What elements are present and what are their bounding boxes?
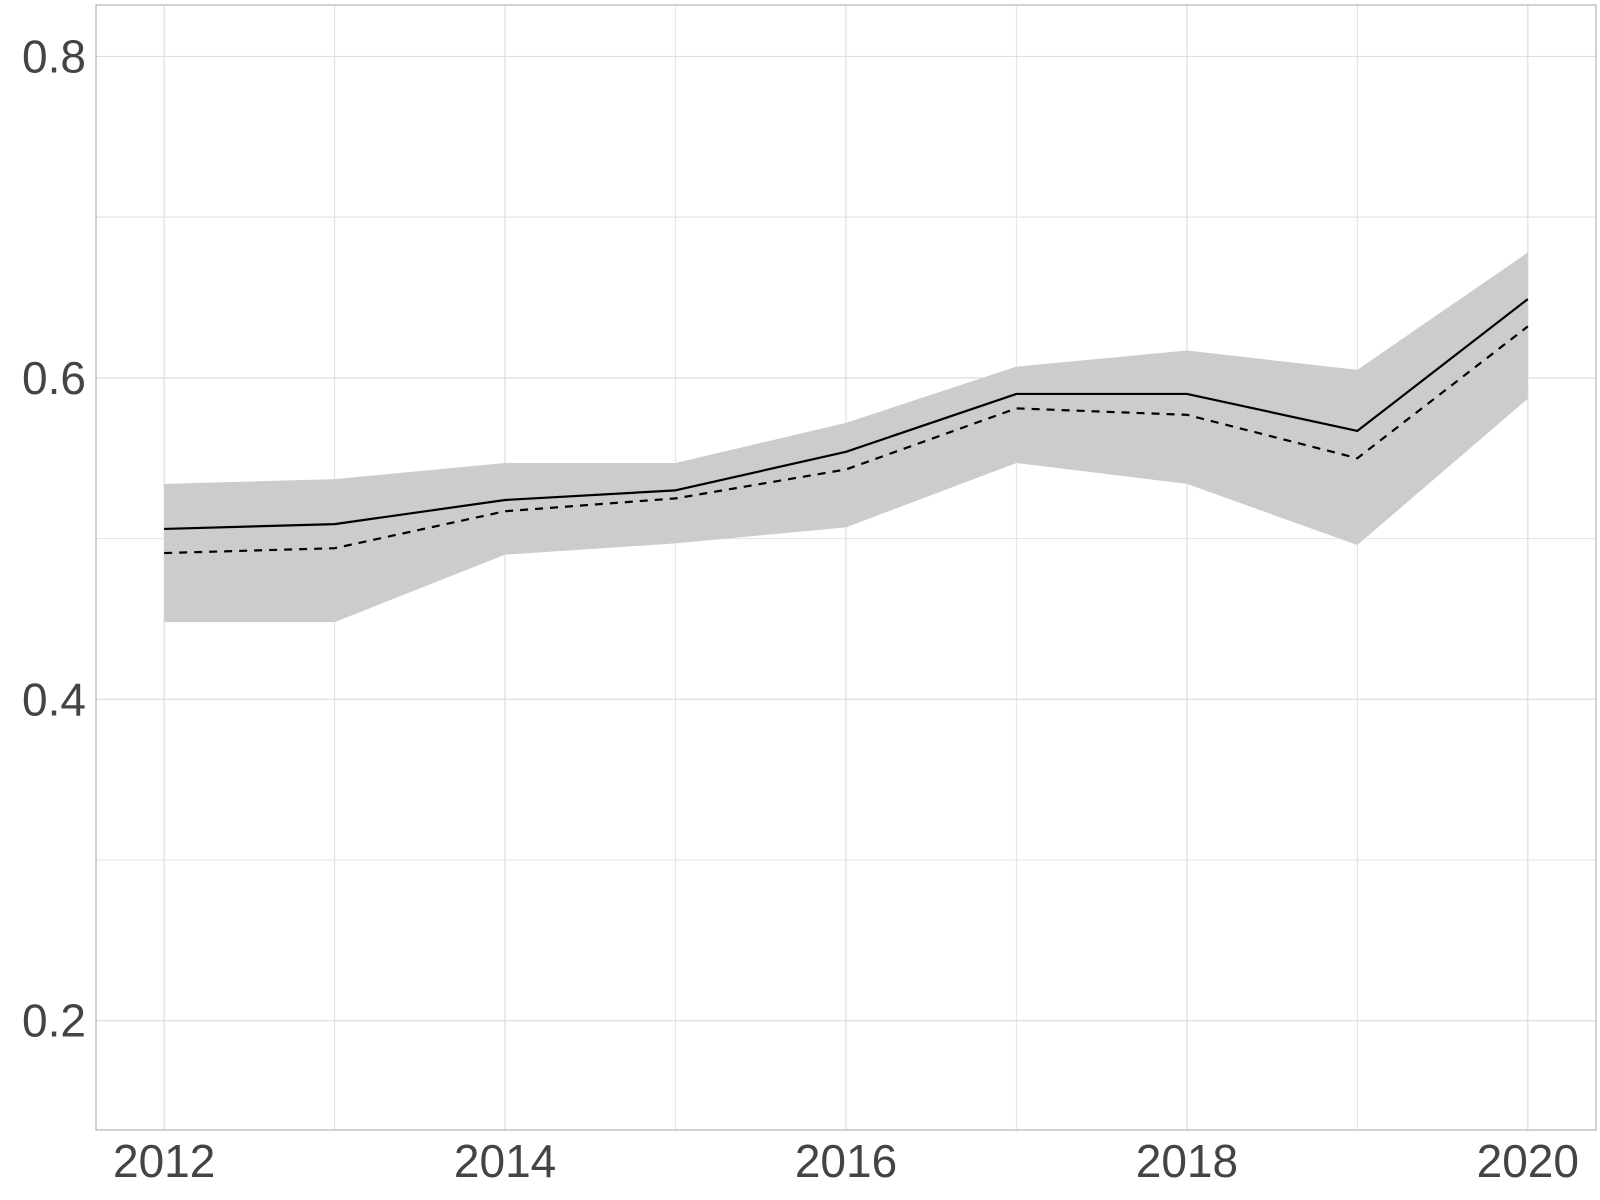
confidence-band-layer bbox=[164, 252, 1528, 623]
series-line-dashed bbox=[164, 325, 1529, 555]
y-tick-label: 0.4 bbox=[22, 673, 86, 725]
x-tick-label: 2020 bbox=[1477, 1135, 1579, 1187]
x-tick-label: 2014 bbox=[454, 1135, 556, 1187]
y-tick-label: 0.6 bbox=[22, 352, 86, 404]
series-line-solid bbox=[164, 298, 1529, 531]
y-tick-label: 0.2 bbox=[22, 995, 86, 1047]
plot-border bbox=[95, 4, 1597, 1131]
x-tick-label: 2018 bbox=[1136, 1135, 1238, 1187]
y-tick-label: 0.8 bbox=[22, 30, 86, 82]
x-tick-label: 2016 bbox=[795, 1135, 897, 1187]
major-gridlines bbox=[96, 5, 1596, 1130]
x-axis-tick-labels: 2012 2014 2016 2018 2020 bbox=[113, 1135, 1579, 1187]
x-tick-label: 2012 bbox=[113, 1135, 215, 1187]
series-layer bbox=[164, 298, 1529, 555]
y-axis-tick-labels: 0.2 0.4 0.6 0.8 bbox=[22, 30, 86, 1046]
confidence-band bbox=[164, 252, 1528, 623]
